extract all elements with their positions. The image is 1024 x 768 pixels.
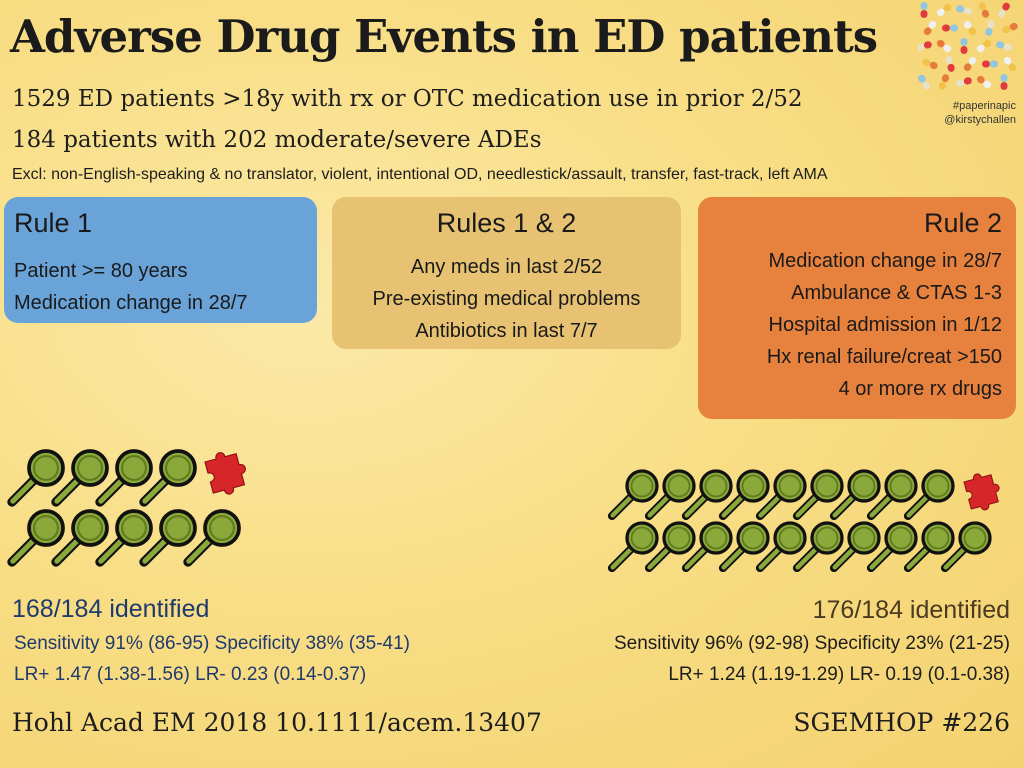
shared-criterion: Any meds in last 2/52 [410,256,603,278]
rule2-identified: 176/184 identified [812,596,1010,624]
puzzle-piece-icon [963,473,1000,511]
episode-tag: SGEMHOP #226 [793,708,1010,737]
hashtag: #paperinapic [953,100,1016,112]
magnifying-glass-icon [903,521,955,572]
magnifying-glass-icon [792,469,844,521]
pills-collage-icon [918,2,1018,90]
magnifying-glass-icon [607,469,659,521]
magnifying-glass-icon [718,521,770,572]
rule2-box: Rule 2 Medication change in 28/7 Ambulan… [698,197,1016,419]
magnifying-glass-icon [183,509,241,567]
magnifying-glass-icon [681,521,733,572]
rule1-likelihood-ratios: LR+ 1.47 (1.38-1.56) LR- 0.23 (0.14-0.37… [14,664,367,685]
magnifying-glass-icon [792,521,844,572]
magnifying-glass-icon [139,449,197,507]
magnifying-glass-icon [139,509,197,567]
magnifying-glass-icon [755,521,807,572]
magnifying-glass-icon [644,521,696,572]
puzzle-piece-icon [204,452,246,495]
magnifying-glass-icon [644,469,696,521]
rule2-criterion: Medication change in 28/7 [768,250,1003,272]
rule2-sens-spec: Sensitivity 96% (92-98) Specificity 23% … [613,633,1010,654]
ade-count: 184 patients with 202 moderate/severe AD… [12,127,542,153]
citation: Hohl Acad EM 2018 10.1111/acem.13407 [12,708,542,737]
magnifying-glass-icon [7,449,65,507]
rule1-criterion: Patient >= 80 years [14,260,188,282]
magnifying-glass-icon [903,469,955,521]
rule1-identified-icons [7,449,246,567]
magnifying-glass-icon [718,469,770,521]
rule2-title: Rule 2 [923,208,1002,238]
rules-1-and-2-box: Rules 1 & 2 Any meds in last 2/52 Pre-ex… [332,197,681,349]
rule2-criterion: 4 or more rx drugs [838,378,1002,400]
rule2-criterion: Hx renal failure/creat >150 [766,346,1002,368]
rule1-sens-spec: Sensitivity 91% (86-95) Specificity 38% … [14,633,411,654]
page-title: Adverse Drug Events in ED patients [10,10,878,63]
rule1-title: Rule 1 [14,208,93,238]
magnifying-glass-icon [95,509,153,567]
rule2-criterion: Hospital admission in 1/12 [768,314,1002,336]
magnifying-glass-icon [829,469,881,521]
magnifying-glass-icon [7,509,65,567]
rule2-identified-icons [607,469,1000,572]
magnifying-glass-icon [940,521,992,572]
study-population: 1529 ED patients >18y with rx or OTC med… [12,86,803,112]
shared-criterion: Antibiotics in last 7/7 [415,320,598,342]
magnifying-glass-icon [866,469,918,521]
rule1-criterion: Medication change in 28/7 [14,292,248,314]
magnifying-glass-icon [95,449,153,507]
rules-1-and-2-title: Rules 1 & 2 [436,208,577,238]
magnifying-glass-icon [681,469,733,521]
magnifying-glass-icon [51,449,109,507]
shared-criterion: Pre-existing medical problems [372,288,641,310]
author-handle: @kirstychallen [944,114,1016,126]
rule2-criterion: Ambulance & CTAS 1-3 [791,282,1002,304]
magnifying-glass-icon [829,521,881,572]
magnifying-glass-icon [866,521,918,572]
exclusion-criteria: Excl: non-English-speaking & no translat… [12,166,828,183]
rule1-identified: 168/184 identified [12,595,210,623]
magnifying-glass-icon [51,509,109,567]
magnifying-glass-icon [607,521,659,572]
rule1-box: Rule 1 Patient >= 80 years Medication ch… [4,197,317,323]
magnifying-glass-icon [755,469,807,521]
rule2-likelihood-ratios: LR+ 1.24 (1.19-1.29) LR- 0.19 (0.1-0.38) [668,664,1010,685]
